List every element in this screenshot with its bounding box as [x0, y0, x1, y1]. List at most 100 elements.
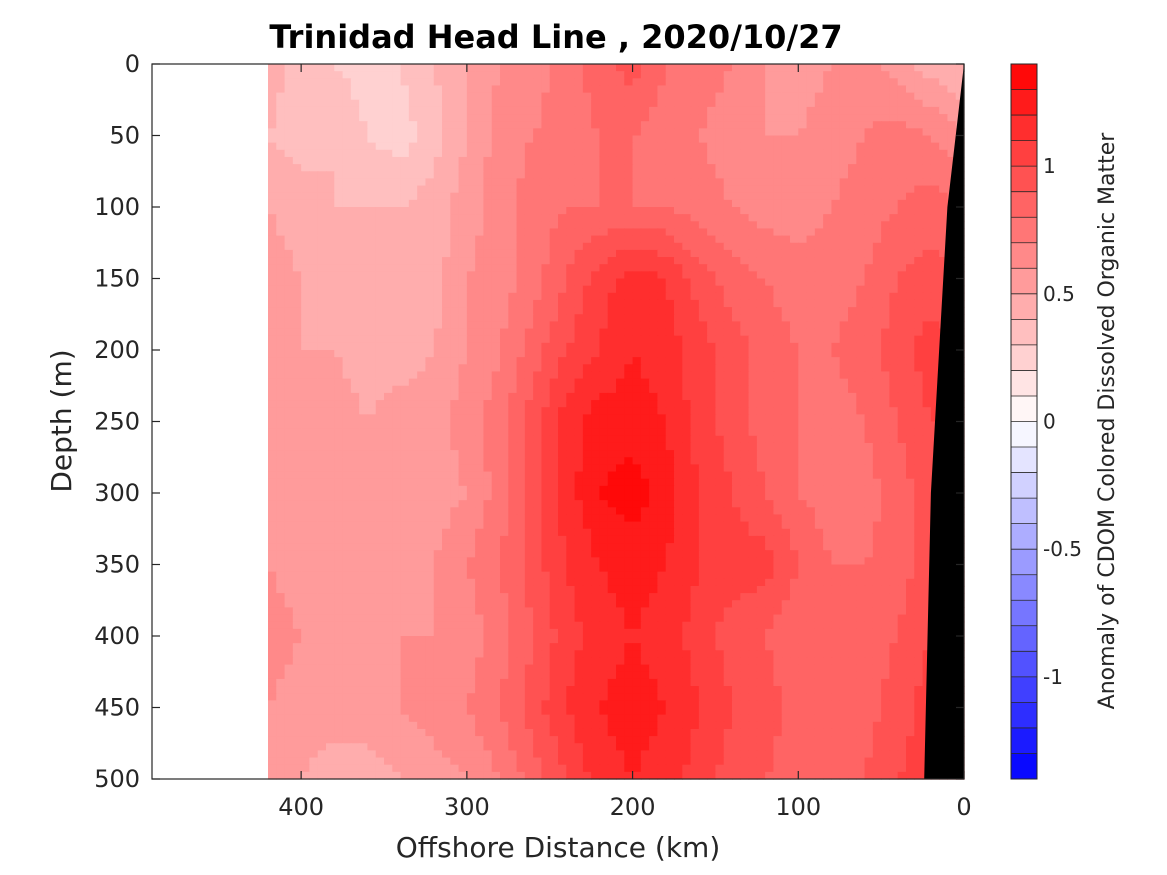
- heatmap-cell: [848, 342, 857, 351]
- heatmap-cell: [897, 464, 907, 473]
- heatmap-cell: [831, 171, 841, 179]
- heatmap-cell: [442, 364, 451, 373]
- heatmap-cell: [408, 78, 418, 87]
- heatmap-cell: [682, 292, 692, 301]
- heatmap-cell: [384, 421, 393, 430]
- heatmap-cell: [856, 442, 866, 451]
- heatmap-cell: [483, 457, 493, 465]
- heatmap-cell: [674, 164, 683, 172]
- heatmap-cell: [500, 342, 509, 351]
- heatmap-cell: [276, 357, 286, 365]
- heatmap-cell: [682, 385, 692, 394]
- heatmap-cell: [632, 214, 642, 222]
- heatmap-cell: [524, 464, 534, 473]
- heatmap-cell: [723, 457, 733, 465]
- heatmap-cell: [301, 421, 311, 430]
- heatmap-cell: [914, 135, 924, 144]
- heatmap-cell: [359, 478, 369, 487]
- heatmap-cell: [549, 249, 559, 258]
- heatmap-cell: [475, 257, 485, 265]
- heatmap-cell: [442, 192, 451, 201]
- heatmap-cell: [491, 214, 501, 222]
- heatmap-cell: [284, 414, 294, 423]
- heatmap-cell: [400, 214, 410, 222]
- heatmap-cell: [607, 121, 617, 129]
- heatmap-cell: [682, 442, 692, 451]
- heatmap-cell: [549, 171, 559, 179]
- heatmap-cell: [682, 135, 692, 144]
- heatmap-cell: [425, 271, 435, 280]
- heatmap-cell: [781, 271, 791, 280]
- heatmap-cell: [773, 92, 783, 101]
- heatmap-cell: [856, 64, 866, 72]
- heatmap-cell: [408, 350, 418, 358]
- heatmap-cell: [367, 378, 377, 387]
- heatmap-cell: [781, 292, 791, 301]
- heatmap-cell: [640, 257, 650, 265]
- heatmap-cell: [326, 135, 335, 144]
- heatmap-cell: [433, 328, 443, 337]
- heatmap-cell: [864, 442, 874, 451]
- heatmap-cell: [831, 228, 841, 237]
- heatmap-cell: [392, 78, 402, 87]
- heatmap-cell: [350, 85, 360, 94]
- heatmap-cell: [342, 285, 352, 294]
- heatmap-cell: [533, 435, 543, 444]
- heatmap-cell: [682, 235, 692, 244]
- heatmap-cell: [433, 242, 443, 251]
- heatmap-cell: [342, 292, 352, 301]
- heatmap-cell: [392, 106, 402, 115]
- heatmap-cell: [301, 350, 311, 358]
- heatmap-cell: [848, 178, 857, 187]
- heatmap-cell: [698, 242, 708, 251]
- heatmap-cell: [872, 464, 882, 473]
- heatmap-cell: [400, 321, 410, 330]
- heatmap-cell: [897, 278, 907, 287]
- heatmap-cell: [425, 92, 435, 101]
- heatmap-cell: [433, 435, 443, 444]
- heatmap-cell: [408, 278, 418, 287]
- heatmap-cell: [848, 457, 857, 465]
- heatmap-cell: [268, 278, 277, 287]
- heatmap-cell: [524, 407, 534, 415]
- heatmap-cell: [674, 371, 683, 380]
- heatmap-cell: [831, 450, 841, 458]
- heatmap-cell: [450, 149, 460, 158]
- heatmap-cell: [367, 171, 377, 179]
- heatmap-cell: [839, 106, 849, 115]
- heatmap-cell: [500, 350, 509, 358]
- heatmap-cell: [599, 400, 609, 408]
- heatmap-cell: [624, 185, 634, 194]
- heatmap-cell: [756, 121, 766, 129]
- heatmap-cell: [756, 264, 766, 272]
- heatmap-cell: [491, 178, 501, 187]
- heatmap-cell: [781, 99, 791, 108]
- heatmap-cell: [740, 242, 750, 251]
- heatmap-cell: [839, 285, 849, 294]
- heatmap-cell: [317, 407, 327, 415]
- heatmap-cell: [591, 221, 601, 230]
- heatmap-cell: [732, 221, 741, 230]
- heatmap-cell: [309, 364, 319, 373]
- heatmap-cell: [442, 392, 451, 401]
- heatmap-cell: [781, 192, 791, 201]
- heatmap-cell: [276, 257, 286, 265]
- heatmap-cell: [914, 207, 924, 215]
- heatmap-cell: [500, 121, 509, 129]
- heatmap-cell: [342, 242, 352, 251]
- heatmap-cell: [326, 471, 335, 480]
- heatmap-cell: [682, 435, 692, 444]
- heatmap-cell: [632, 199, 642, 208]
- heatmap-cell: [400, 364, 410, 373]
- heatmap-cell: [765, 142, 775, 151]
- heatmap-cell: [491, 378, 501, 387]
- heatmap-cell: [856, 364, 866, 373]
- heatmap-cell: [541, 235, 551, 244]
- heatmap-cell: [690, 106, 700, 115]
- heatmap-cell: [375, 221, 385, 230]
- heatmap-cell: [342, 450, 352, 458]
- heatmap-cell: [574, 335, 584, 344]
- heatmap-cell: [906, 385, 915, 394]
- heatmap-cell: [367, 78, 377, 87]
- heatmap-cell: [674, 314, 683, 322]
